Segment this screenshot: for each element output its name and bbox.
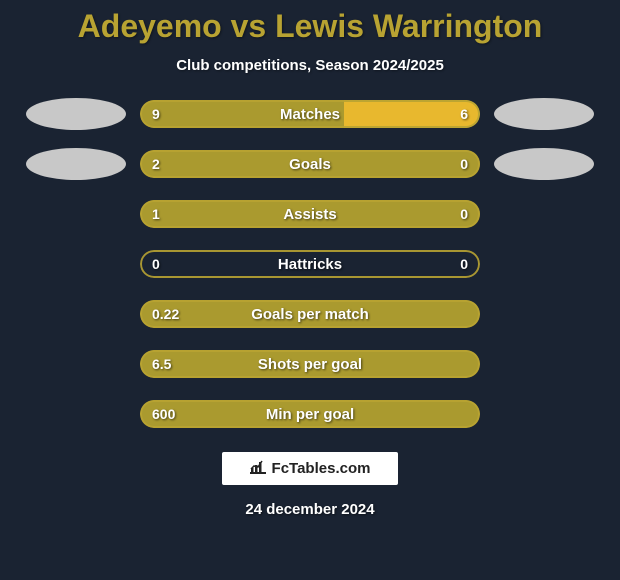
stat-bar: 2 Goals 0 <box>140 150 480 178</box>
right-oval <box>494 98 594 130</box>
stat-bar: 1 Assists 0 <box>140 200 480 228</box>
stat-bar: 600 Min per goal <box>140 400 480 428</box>
brand-text: FcTables.com <box>272 460 371 477</box>
brand-badge: FcTables.com <box>222 452 399 485</box>
left-oval <box>26 98 126 130</box>
right-value: 0 <box>460 256 468 272</box>
stat-label: Goals <box>289 156 331 173</box>
stat-bar: 0.22 Goals per match <box>140 300 480 328</box>
page-title: Adeyemo vs Lewis Warrington <box>78 8 543 45</box>
stat-bar: 9 Matches 6 <box>140 100 480 128</box>
left-oval <box>26 148 126 180</box>
left-value: 1 <box>152 206 160 222</box>
date-label: 24 december 2024 <box>245 501 374 518</box>
left-value: 6.5 <box>152 356 171 372</box>
subtitle: Club competitions, Season 2024/2025 <box>176 57 444 74</box>
stat-row: 600 Min per goal <box>0 398 620 430</box>
stat-label: Assists <box>283 206 336 223</box>
left-value: 0.22 <box>152 306 179 322</box>
right-oval <box>494 148 594 180</box>
stat-label: Min per goal <box>266 406 354 423</box>
stat-label: Hattricks <box>278 256 342 273</box>
stat-row: 9 Matches 6 <box>0 98 620 130</box>
left-value: 600 <box>152 406 175 422</box>
stat-row: 6.5 Shots per goal <box>0 348 620 380</box>
left-value: 0 <box>152 256 160 272</box>
stat-rows: 9 Matches 6 2 Goals 0 1 Assists 0 0 Hattricks 0 0.22… <box>0 98 620 430</box>
stat-row: 2 Goals 0 <box>0 148 620 180</box>
stat-row: 0.22 Goals per match <box>0 298 620 330</box>
stat-label: Goals per match <box>251 306 369 323</box>
left-value: 2 <box>152 156 160 172</box>
right-value: 6 <box>460 106 468 122</box>
right-value: 0 <box>460 156 468 172</box>
stat-label: Shots per goal <box>258 356 362 373</box>
stat-row: 1 Assists 0 <box>0 198 620 230</box>
left-value: 9 <box>152 106 160 122</box>
stat-bar: 6.5 Shots per goal <box>140 350 480 378</box>
chart-icon <box>250 460 266 477</box>
comparison-infographic: Adeyemo vs Lewis Warrington Club competi… <box>0 0 620 580</box>
right-value: 0 <box>460 206 468 222</box>
stat-label: Matches <box>280 106 340 123</box>
stat-row: 0 Hattricks 0 <box>0 248 620 280</box>
stat-bar: 0 Hattricks 0 <box>140 250 480 278</box>
